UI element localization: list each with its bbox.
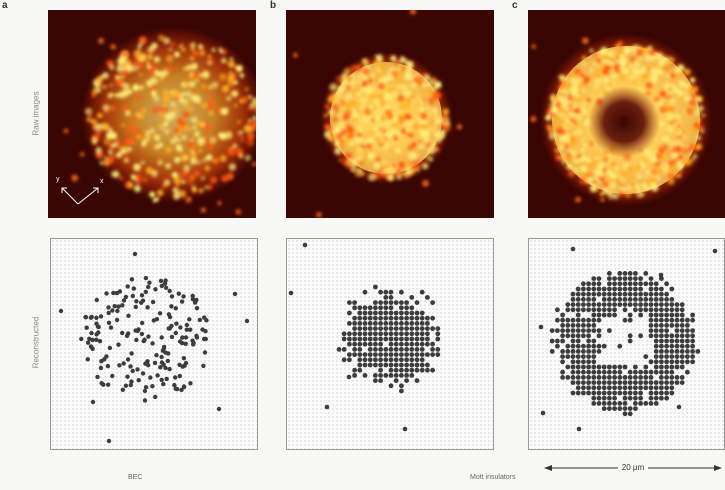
raw-image-a [48, 10, 256, 218]
reconstructed-c [528, 238, 725, 450]
axis-label-y: y [56, 176, 60, 183]
label-bec: BEC [128, 474, 143, 481]
reconstructed-b [286, 238, 494, 450]
raw-image-b [286, 10, 494, 218]
raw-image-c [528, 10, 725, 218]
panel-letter-c: c [512, 0, 518, 11]
label-mott-insulators: Mott insulators [470, 474, 516, 481]
reconstructed-a [50, 238, 258, 450]
panel-letter-a: a [2, 0, 8, 11]
panel-letter-b: b [270, 0, 277, 11]
axes-indicator: y x [54, 176, 114, 212]
row-label-reconstructed: Reconstructed [31, 316, 41, 369]
scale-bar-label: 20 μm [617, 463, 649, 472]
row-label-raw-images: Raw images [31, 91, 41, 136]
axis-label-x: x [100, 178, 104, 185]
scale-bar: 20 μm [544, 462, 722, 474]
